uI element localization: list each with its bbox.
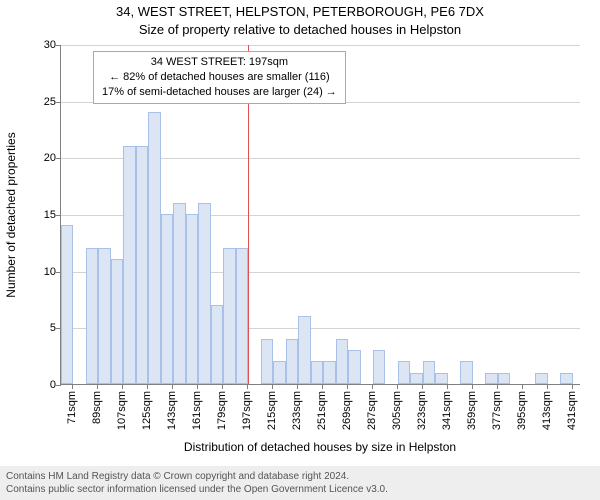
x-tick-label: 395sqm — [516, 391, 528, 430]
bar — [161, 214, 173, 384]
bar — [273, 361, 285, 384]
bar — [535, 373, 547, 384]
x-tick-label: 179sqm — [216, 391, 228, 430]
x-tick-label: 413sqm — [541, 391, 553, 430]
bar — [336, 339, 348, 384]
x-tick-label: 125sqm — [141, 391, 153, 430]
bar — [398, 361, 410, 384]
callout-line-3: 17% of semi-detached houses are larger (… — [102, 85, 337, 100]
footer-line-2: Contains public sector information licen… — [6, 483, 594, 496]
bar — [498, 373, 510, 384]
bar — [136, 146, 148, 384]
x-tick-label: 251sqm — [316, 391, 328, 430]
bar — [198, 203, 210, 384]
bar — [123, 146, 135, 384]
bar — [98, 248, 110, 384]
x-tick-label: 323sqm — [416, 391, 428, 430]
x-tick-label: 71sqm — [66, 391, 78, 424]
footer-line-1: Contains HM Land Registry data © Crown c… — [6, 470, 594, 483]
y-axis-ticks: 051015202530 — [28, 45, 58, 385]
bar — [485, 373, 497, 384]
x-tick-label: 287sqm — [366, 391, 378, 430]
chart-container: 34, WEST STREET, HELPSTON, PETERBOROUGH,… — [0, 0, 600, 500]
plot-area: 34 WEST STREET: 197sqm ← 82% of detached… — [60, 45, 580, 385]
page-title: 34, WEST STREET, HELPSTON, PETERBOROUGH,… — [0, 4, 600, 19]
bar — [323, 361, 335, 384]
callout-line-2: ← 82% of detached houses are smaller (11… — [102, 70, 337, 85]
y-axis-label: Number of detached properties — [4, 45, 20, 385]
bar — [560, 373, 572, 384]
y-tick-label: 5 — [26, 322, 56, 334]
y-tick-label: 10 — [26, 266, 56, 278]
bar — [373, 350, 385, 384]
x-tick-label: 161sqm — [191, 391, 203, 430]
marker-callout: 34 WEST STREET: 197sqm ← 82% of detached… — [93, 51, 346, 104]
x-tick-label: 431sqm — [566, 391, 578, 430]
x-tick-label: 341sqm — [441, 391, 453, 430]
x-tick-label: 305sqm — [391, 391, 403, 430]
bar — [223, 248, 235, 384]
x-tick-label: 215sqm — [266, 391, 278, 430]
x-tick-label: 269sqm — [341, 391, 353, 430]
x-tick-label: 197sqm — [241, 391, 253, 430]
footer-attribution: Contains HM Land Registry data © Crown c… — [0, 466, 600, 500]
bar — [148, 112, 160, 384]
bar — [61, 225, 73, 384]
x-tick-label: 377sqm — [491, 391, 503, 430]
bar — [173, 203, 185, 384]
bar — [111, 259, 123, 384]
bar — [423, 361, 435, 384]
x-axis-ticks: 71sqm 89sqm 107sqm 125sqm 143sqm 161sqm 179sqm… — [60, 385, 580, 440]
bar — [298, 316, 310, 384]
x-axis-label: Distribution of detached houses by size … — [60, 440, 580, 454]
bar — [435, 373, 447, 384]
bar — [348, 350, 360, 384]
bar — [410, 373, 422, 384]
x-tick-label: 143sqm — [166, 391, 178, 430]
bar — [186, 214, 198, 384]
bar — [261, 339, 273, 384]
x-tick-label: 89sqm — [91, 391, 103, 424]
y-tick-label: 25 — [26, 96, 56, 108]
y-tick-label: 0 — [26, 379, 56, 391]
chart-subtitle: Size of property relative to detached ho… — [0, 22, 600, 37]
bar — [286, 339, 298, 384]
callout-line-1: 34 WEST STREET: 197sqm — [102, 55, 337, 70]
x-tick-label: 107sqm — [116, 391, 128, 430]
x-tick-label: 233sqm — [291, 391, 303, 430]
bar — [236, 248, 248, 384]
bar — [460, 361, 472, 384]
bar — [311, 361, 323, 384]
y-tick-label: 30 — [26, 39, 56, 51]
x-tick-label: 359sqm — [466, 391, 478, 430]
y-tick-label: 20 — [26, 152, 56, 164]
y-tick-label: 15 — [26, 209, 56, 221]
bar — [86, 248, 98, 384]
bar — [211, 305, 223, 384]
